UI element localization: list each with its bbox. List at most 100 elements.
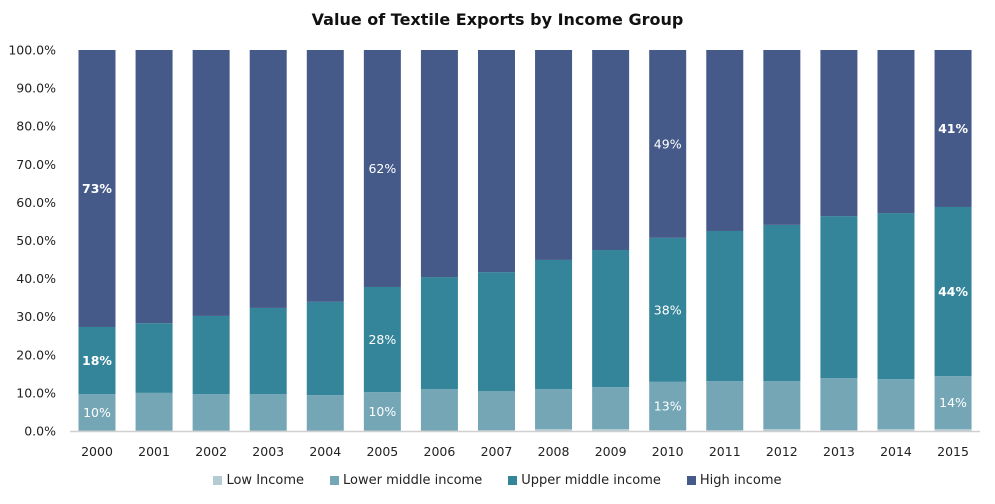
x-tick-label: 2000 [81, 444, 113, 459]
bar-segment-upper-middle-income [820, 216, 858, 379]
bar-segment-lower-middle-income [877, 379, 915, 430]
bar-segment-high-income [363, 50, 401, 287]
bar-segment-upper-middle-income [78, 326, 116, 395]
bar-segment-lower-middle-income [249, 394, 287, 431]
bar-segment-upper-middle-income [192, 315, 230, 395]
bar-segment-upper-middle-income [249, 307, 287, 395]
x-tick-label: 2015 [937, 444, 969, 459]
bar-segment-lower-middle-income [477, 390, 515, 431]
x-tick-label: 2014 [880, 444, 912, 459]
legend-item-low-income: Low Income [213, 473, 304, 488]
data-label: 62% [368, 161, 396, 176]
x-tick-label: 2005 [366, 444, 398, 459]
bar-segment-upper-middle-income [420, 277, 458, 390]
x-tick-label: 2004 [309, 444, 341, 459]
bar-segment-upper-middle-income [592, 250, 630, 388]
x-tick-label: 2007 [481, 444, 513, 459]
y-axis: 0.0% 10.0% 20.0% 30.0% 40.0% 50.0% 60.0% 70.0% 8… [8, 43, 56, 439]
bar-segment-lower-middle-income [192, 394, 230, 431]
x-tick-label: 2002 [195, 444, 227, 459]
bar-segment-high-income [477, 50, 515, 273]
bar-segment-high-income [592, 50, 630, 251]
chart-title: Value of Textile Exports by Income Group [311, 10, 684, 29]
y-tick-label: 60.0% [16, 195, 56, 210]
data-label: 44% [938, 284, 968, 299]
bar-segment-lower-middle-income [934, 376, 972, 430]
bar-segment-low-income [706, 430, 744, 431]
x-tick-label: 2001 [138, 444, 170, 459]
bar-segment-high-income [934, 50, 972, 207]
legend-swatch [686, 476, 696, 485]
data-label: 49% [654, 136, 682, 151]
bar-segment-lower-middle-income [306, 395, 344, 431]
y-tick-label: 30.0% [16, 309, 56, 324]
legend-label: High income [699, 473, 782, 488]
y-tick-label: 20.0% [16, 347, 56, 362]
legend-label: Low Income [226, 473, 305, 488]
bar-segment-lower-middle-income [706, 381, 744, 431]
legend-item-lower-middle-income: Lower middle income [330, 473, 482, 488]
bar-segment-high-income [420, 50, 458, 278]
bar-segment-low-income [592, 429, 630, 431]
bar-segment-upper-middle-income [477, 272, 515, 391]
bar-segment-high-income [135, 50, 173, 324]
bar-segment-upper-middle-income [135, 323, 173, 393]
bar-segment-low-income [763, 429, 801, 431]
bar-segment-upper-middle-income [763, 224, 801, 382]
bar-segment-high-income [306, 50, 344, 302]
bar-segment-upper-middle-income [706, 230, 744, 382]
bar-segment-lower-middle-income [820, 378, 858, 431]
bar-segment-high-income [649, 50, 687, 238]
y-tick-label: 0.0% [24, 424, 56, 439]
data-label: 14% [939, 395, 967, 410]
legend-item-upper-middle-income: Upper middle income [508, 473, 661, 488]
x-tick-label: 2009 [595, 444, 627, 459]
bar-segment-high-income [249, 50, 287, 308]
legend-label: Lower middle income [343, 473, 483, 488]
legend: Low Income Lower middle income Upper middl… [0, 473, 995, 488]
bar-segment-upper-middle-income [934, 206, 972, 377]
y-tick-label: 80.0% [16, 119, 56, 134]
legend-swatch [213, 476, 223, 485]
bar-segment-lower-middle-income [420, 389, 458, 431]
y-tick-label: 50.0% [16, 233, 56, 248]
legend-label: Upper middle income [521, 473, 661, 488]
x-tick-label: 2011 [709, 444, 741, 459]
bar-segment-lower-middle-income [78, 394, 116, 431]
data-label: 41% [938, 121, 968, 136]
y-tick-label: 40.0% [16, 271, 56, 286]
bar-segment-lower-middle-income [592, 387, 630, 430]
y-tick-label: 90.0% [16, 81, 56, 96]
data-label: 38% [654, 302, 682, 317]
bar-segment-lower-middle-income [763, 381, 801, 430]
x-tick-label: 2010 [652, 444, 684, 459]
legend-swatch [330, 476, 340, 485]
data-label: 18% [82, 353, 112, 368]
data-label: 10% [83, 405, 111, 420]
bar-segment-lower-middle-income [649, 381, 687, 431]
data-label: 13% [654, 399, 682, 414]
bar-segment-high-income [192, 50, 230, 316]
bar-segment-low-income [934, 429, 972, 431]
bar-segment-high-income [78, 50, 116, 327]
legend-swatch [508, 476, 518, 485]
bar-segment-low-income [649, 430, 687, 431]
x-tick-label: 2003 [252, 444, 284, 459]
legend-item-high-income: High income [686, 473, 782, 488]
bar-segment-lower-middle-income [363, 392, 401, 431]
x-tick-label: 2012 [766, 444, 798, 459]
bar-segment-low-income [535, 429, 573, 431]
bar-segment-upper-middle-income [535, 259, 573, 390]
x-tick-label: 2008 [538, 444, 570, 459]
y-tick-label: 100.0% [8, 43, 56, 58]
bar-segment-low-income [820, 430, 858, 431]
data-labels-group: 73% 18% 10% 62% 28% 10% 49% 38% 13% 41% 44% 14% [82, 121, 968, 420]
x-tick-label: 2006 [424, 444, 456, 459]
bar-segment-high-income [877, 50, 915, 214]
bar-segment-lower-middle-income [535, 389, 573, 430]
x-tick-label: 2013 [823, 444, 855, 459]
y-tick-label: 10.0% [16, 385, 56, 400]
bar-segment-upper-middle-income [306, 301, 344, 396]
bar-segment-upper-middle-income [649, 237, 687, 382]
